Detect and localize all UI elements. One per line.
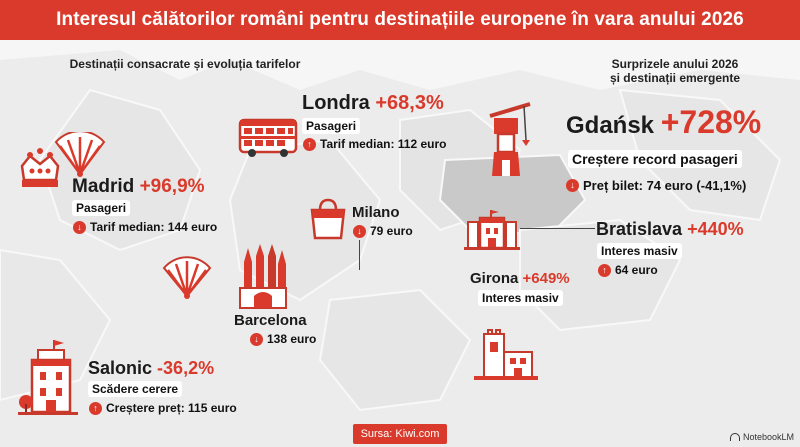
- city-londra: Londra +68,3%: [302, 92, 444, 115]
- notebooklm-logo-icon: [729, 433, 740, 441]
- detail-text: 138 euro: [267, 332, 317, 346]
- crane-icon: [489, 102, 531, 176]
- city-name: Salonic: [88, 358, 153, 378]
- city-milano: Milano: [352, 204, 400, 221]
- arrow-down-icon: ↓: [250, 332, 263, 346]
- city-girona: Girona +649%: [470, 270, 570, 287]
- barcelona-detail: ↓ 138 euro: [250, 332, 316, 346]
- girona-label: Interes masiv: [478, 290, 563, 306]
- fan-icon: [162, 256, 212, 299]
- gdansk-label: Creștere record pasageri: [568, 150, 742, 168]
- source-badge: Sursa: Kiwi.com: [353, 424, 447, 444]
- fan-icon: [54, 132, 106, 177]
- section-title-right-line2: și destinații emergente: [609, 71, 741, 85]
- detail-text: Preț bilet: 74 euro (-41,1%): [583, 178, 747, 193]
- city-name: Milano: [352, 204, 400, 221]
- city-name: Barcelona: [234, 312, 307, 329]
- arrow-down-icon: ↓: [566, 179, 579, 192]
- detail-text: Creștere preț: 115 euro: [106, 401, 237, 415]
- tower-icon: [474, 329, 538, 380]
- brand-watermark: NotebookLM: [729, 432, 794, 442]
- londra-detail: ↑ Tarif median: 112 euro: [303, 137, 447, 151]
- section-title-right: Surprizele anului 2026 și destinații eme…: [560, 57, 790, 85]
- city-percent: +728%: [660, 104, 762, 140]
- arrow-up-icon: ↑: [89, 401, 102, 415]
- crown-icon: [20, 148, 60, 187]
- white-tower-icon: [18, 340, 78, 415]
- city-name: Madrid: [72, 176, 135, 197]
- milano-detail: ↓ 79 euro: [353, 224, 413, 238]
- city-percent: +649%: [522, 270, 570, 287]
- arrow-down-icon: ↓: [73, 220, 86, 234]
- madrid-label: Pasageri: [72, 200, 131, 216]
- section-title-left: Destinații consacrate și evoluția tarife…: [69, 57, 301, 71]
- city-name: Londra: [302, 92, 370, 114]
- section-title-right-line1: Surprizele anului 2026: [611, 57, 739, 71]
- bratislava-detail: ↑ 64 euro: [598, 263, 658, 277]
- shopping-bag-icon: [310, 198, 346, 240]
- city-percent: -36,2%: [157, 358, 215, 378]
- detail-text: 64 euro: [615, 263, 658, 277]
- londra-label: Pasageri: [302, 118, 361, 134]
- salonic-label: Scădere cerere: [88, 381, 183, 397]
- gdansk-detail: ↓ Preț bilet: 74 euro (-41,1%): [566, 178, 746, 193]
- city-percent: +96,9%: [139, 176, 205, 197]
- detail-text: 79 euro: [370, 224, 413, 238]
- madrid-detail: ↓ Tarif median: 144 euro: [73, 220, 217, 234]
- city-gdansk: Gdańsk +728%: [566, 104, 761, 141]
- brand-name: NotebookLM: [742, 432, 794, 442]
- detail-text: Tarif median: 144 euro: [90, 220, 218, 234]
- bratislava-label: Interes masiv: [597, 243, 682, 259]
- city-madrid: Madrid +96,9%: [72, 176, 205, 198]
- city-name: Gdańsk: [566, 112, 655, 139]
- arrow-up-icon: ↑: [303, 137, 316, 151]
- bratislava-connector-line: [520, 228, 595, 229]
- arrow-down-icon: ↓: [353, 224, 366, 238]
- arrow-up-icon: ↑: [598, 263, 611, 277]
- city-barcelona: Barcelona: [234, 312, 307, 329]
- page-title: Interesul călătorilor români pentru dest…: [0, 0, 800, 40]
- detail-text: Tarif median: 112 euro: [320, 137, 447, 151]
- salonic-detail: ↑ Creștere preț: 115 euro: [89, 401, 237, 415]
- city-percent: +440%: [687, 219, 744, 239]
- milano-connector-line: [359, 240, 360, 270]
- city-percent: +68,3%: [375, 92, 444, 114]
- castle-icon: [464, 210, 520, 250]
- city-salonic: Salonic -36,2%: [88, 358, 214, 379]
- city-bratislava: Bratislava +440%: [596, 219, 744, 240]
- bus-icon: [238, 118, 298, 157]
- sagrada-familia-icon: [239, 244, 287, 309]
- city-name: Bratislava: [596, 219, 683, 239]
- city-name: Girona: [470, 270, 519, 287]
